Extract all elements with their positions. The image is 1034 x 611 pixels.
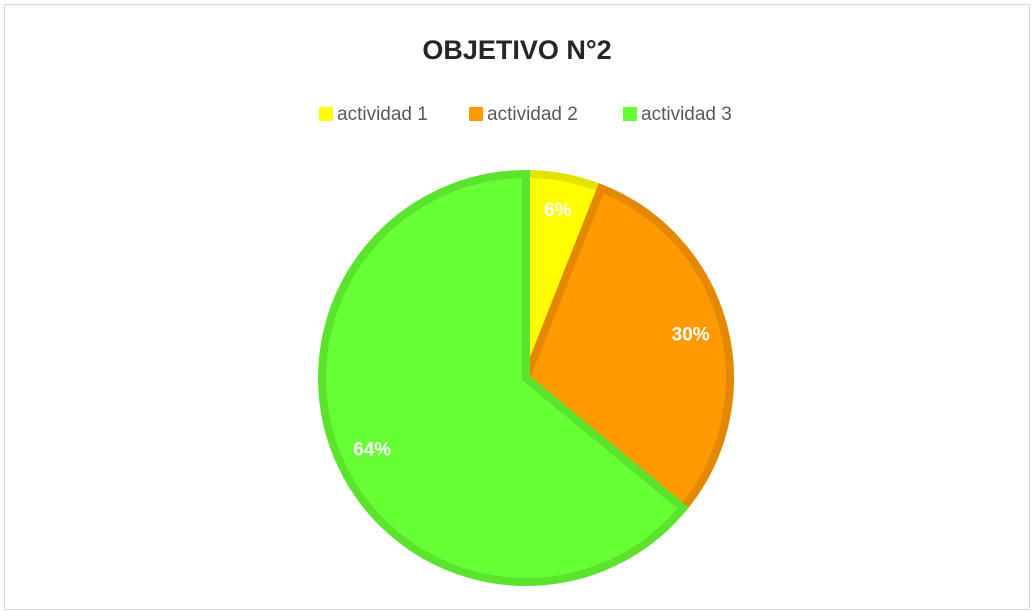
chart-title: OBJETIVO N°2 <box>422 35 611 65</box>
data-label: 6% <box>544 200 572 221</box>
legend-swatch <box>623 107 637 121</box>
data-label: 64% <box>353 439 391 460</box>
legend-swatch <box>469 107 483 121</box>
pie-slice <box>318 169 689 586</box>
legend-label: actividad 2 <box>487 104 578 125</box>
legend-label: actividad 1 <box>337 104 428 125</box>
data-label: 30% <box>672 325 710 346</box>
legend-swatch <box>319 107 333 121</box>
legend-label: actividad 3 <box>641 104 732 125</box>
pie-slice <box>521 183 734 514</box>
